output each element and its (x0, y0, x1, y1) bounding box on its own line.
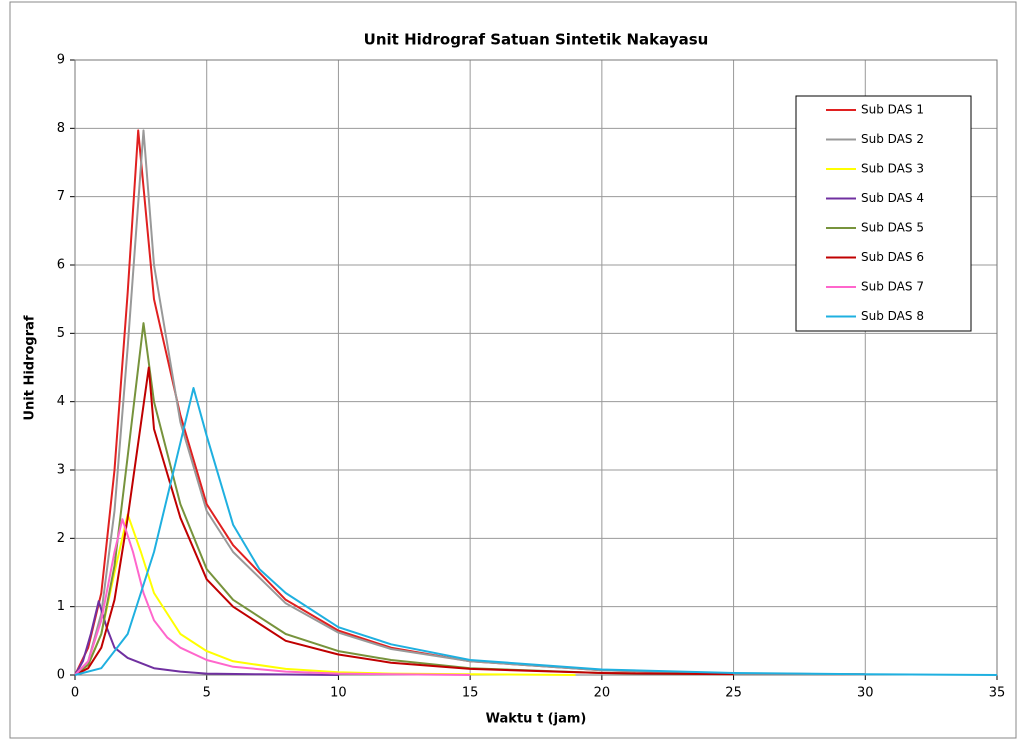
x-axis-label: Waktu t (jam) (486, 712, 587, 727)
legend-label: Sub DAS 3 (861, 162, 924, 176)
y-tick-label: 1 (57, 599, 65, 614)
legend-box (795, 95, 972, 332)
series-line (74, 322, 734, 676)
x-tick-label: 15 (462, 686, 479, 701)
y-tick-label: 4 (57, 394, 65, 409)
x-tick-label: 5 (203, 686, 211, 701)
y-tick-label: 6 (57, 258, 65, 273)
series-line (74, 366, 734, 676)
chart-title: Unit Hidrograf Satuan Sintetik Nakayasu (364, 31, 709, 49)
y-axis-label: Unit Hidrograf (23, 315, 38, 420)
y-tick-label: 9 (57, 53, 65, 68)
legend-label: Sub DAS 2 (861, 132, 924, 146)
x-tick-label: 10 (330, 686, 347, 701)
x-tick-label: 20 (594, 686, 611, 701)
y-tick-label: 7 (57, 189, 65, 204)
x-tick-label: 25 (725, 686, 742, 701)
legend-label: Sub DAS 5 (861, 221, 924, 235)
y-tick-label: 5 (57, 326, 65, 341)
x-tick-label: 35 (989, 686, 1006, 701)
legend-label: Sub DAS 6 (861, 250, 924, 264)
series-line (74, 518, 471, 676)
y-tick-label: 3 (57, 463, 65, 478)
x-tick-label: 30 (857, 686, 874, 701)
legend-label: Sub DAS 4 (861, 191, 924, 205)
legend-label: Sub DAS 1 (861, 103, 924, 117)
series-line (74, 600, 339, 676)
y-tick-label: 2 (57, 531, 65, 546)
y-tick-label: 0 (57, 668, 65, 683)
x-tick-label: 0 (71, 686, 79, 701)
series-line (74, 387, 998, 676)
legend-label: Sub DAS 7 (861, 280, 924, 294)
y-tick-label: 8 (57, 121, 65, 136)
legend-label: Sub DAS 8 (861, 309, 924, 323)
series-line (74, 129, 866, 676)
